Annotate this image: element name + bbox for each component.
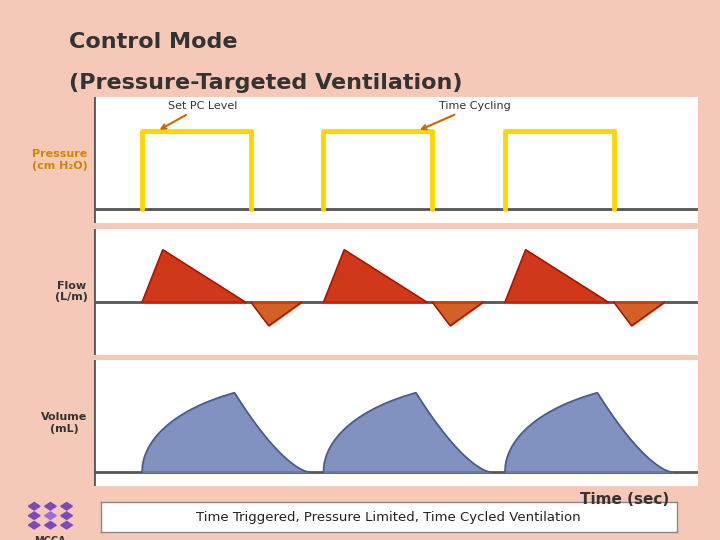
Text: Control Mode: Control Mode xyxy=(69,31,238,51)
Polygon shape xyxy=(45,522,56,529)
Text: MCCA: MCCA xyxy=(35,537,66,540)
Polygon shape xyxy=(60,502,73,510)
Text: Set PC Level: Set PC Level xyxy=(161,101,237,129)
Text: Time (sec): Time (sec) xyxy=(580,492,670,507)
Polygon shape xyxy=(28,502,40,510)
Text: Time Triggered, Pressure Limited, Time Cycled Ventilation: Time Triggered, Pressure Limited, Time C… xyxy=(197,510,581,524)
Polygon shape xyxy=(60,512,73,519)
Text: Volume
(mL): Volume (mL) xyxy=(41,412,88,434)
Polygon shape xyxy=(28,522,40,529)
Polygon shape xyxy=(45,512,56,519)
Polygon shape xyxy=(60,522,73,529)
Text: Flow
(L/m): Flow (L/m) xyxy=(55,281,88,302)
Text: (Pressure-Targeted Ventilation): (Pressure-Targeted Ventilation) xyxy=(69,73,462,93)
Polygon shape xyxy=(28,512,40,519)
Polygon shape xyxy=(45,502,56,510)
Text: Pressure
(cm H₂O): Pressure (cm H₂O) xyxy=(32,150,88,171)
Text: Time Cycling: Time Cycling xyxy=(422,101,510,129)
